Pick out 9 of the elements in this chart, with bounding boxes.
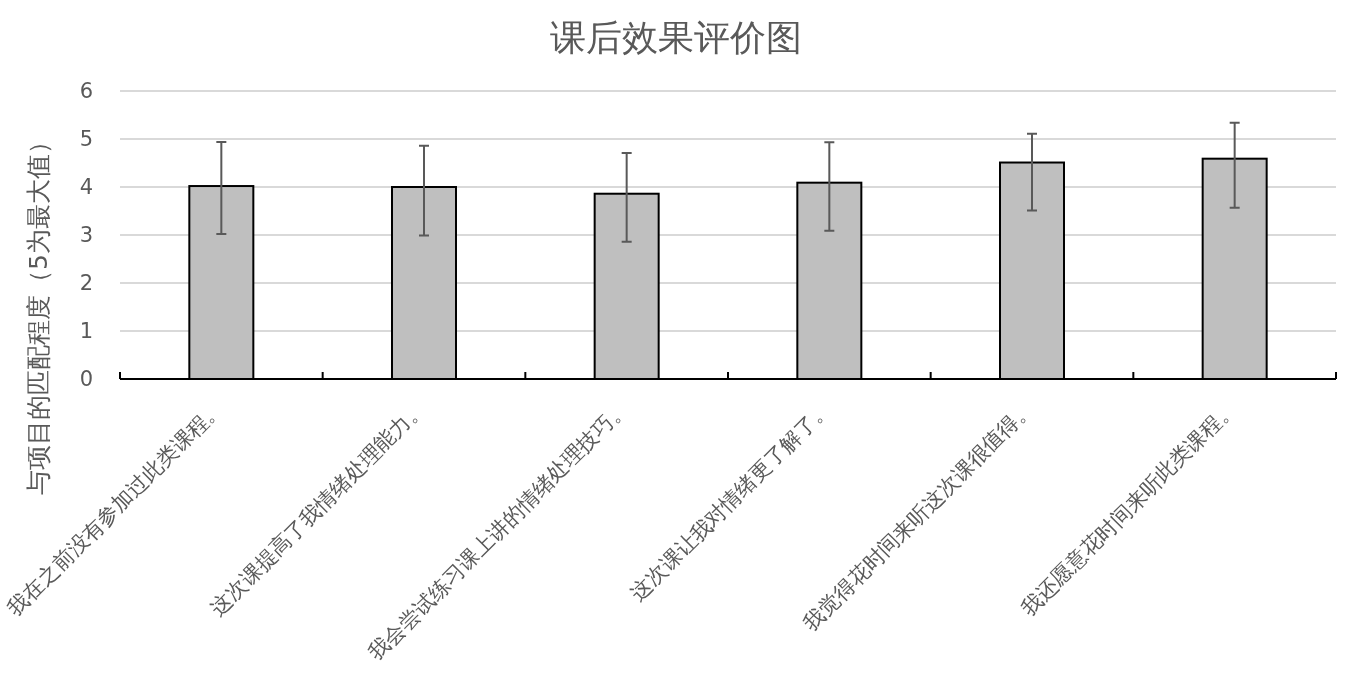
ytick: 5 — [79, 127, 93, 151]
ytick: 4 — [79, 175, 93, 199]
ytick: 2 — [79, 271, 93, 295]
ytick: 1 — [79, 319, 93, 343]
ytick: 3 — [79, 223, 93, 247]
ylabel: 与项目的匹配程度（5为最大值） — [23, 129, 53, 495]
ytick: 6 — [79, 79, 93, 103]
title: 课后效果评价图 — [550, 17, 802, 58]
ytick: 0 — [79, 367, 93, 391]
